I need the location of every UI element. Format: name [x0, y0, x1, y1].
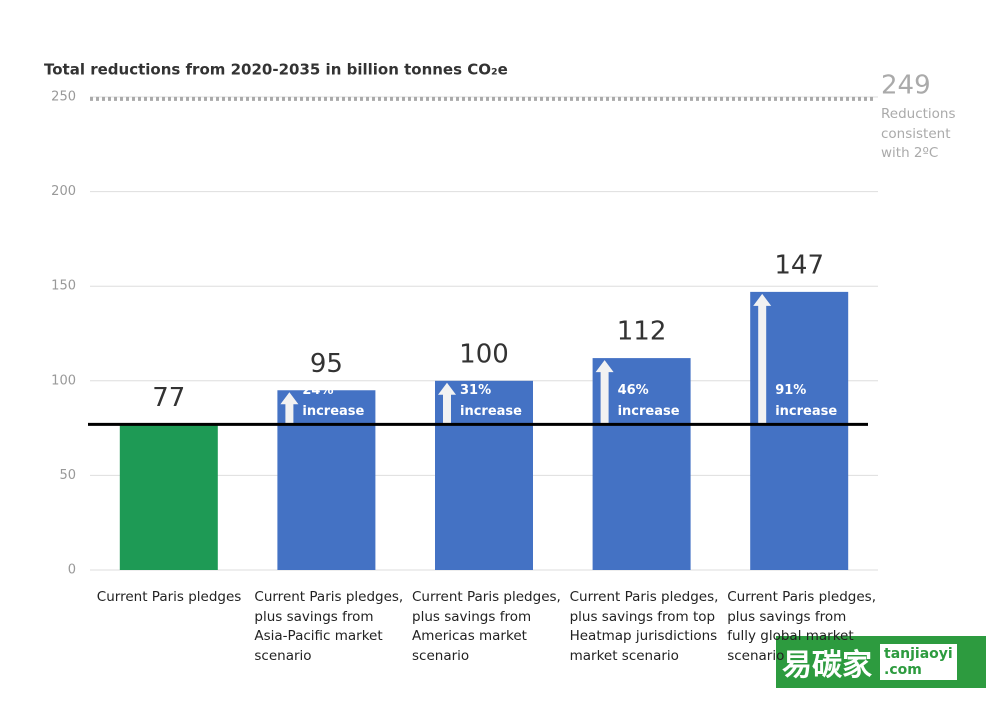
value-label: 100	[459, 339, 509, 369]
reference-value: 249	[881, 71, 931, 101]
bar	[592, 358, 691, 570]
increase-label: 31% increase	[460, 383, 522, 420]
watermark-site-name: tanjiaoyi	[884, 646, 953, 662]
chart-title: Total reductions from 2020-2035 in billi…	[44, 61, 508, 79]
value-label: 112	[617, 317, 667, 347]
y-tick-label: 150	[51, 279, 76, 294]
y-tick-label: 0	[68, 563, 76, 578]
increase-label: 24% increase	[302, 383, 365, 420]
x-tick-label: Current Paris pledges, plus savings from…	[254, 589, 404, 664]
bar	[277, 390, 376, 570]
reference-label: Reductions consistent with 2ºC	[881, 106, 956, 161]
watermark: 易碳家 tanjiaoyi .com	[776, 636, 986, 688]
increase-arrow	[595, 360, 614, 425]
x-tick-label: Current Paris pledges	[96, 589, 242, 605]
increase-arrow	[753, 293, 772, 425]
x-tick-label: Current Paris pledges, plus savings from…	[569, 589, 719, 664]
bar	[119, 424, 218, 570]
watermark-domain: .com	[884, 662, 922, 678]
watermark-brand: 易碳家	[782, 648, 872, 683]
y-tick-label: 200	[51, 184, 76, 199]
increase-label: 91% increase	[775, 383, 838, 420]
y-tick-label: 100	[51, 373, 76, 388]
value-label: 147	[774, 250, 824, 280]
increase-arrow	[438, 382, 456, 425]
value-label: 77	[152, 383, 185, 413]
value-label: 95	[310, 349, 343, 379]
x-tick-label: Current Paris pledges, plus savings from…	[412, 589, 561, 664]
bar	[435, 380, 533, 570]
watermark-site: tanjiaoyi .com	[880, 644, 957, 680]
increase-label: 46% increase	[617, 383, 680, 420]
bar	[750, 291, 849, 570]
y-tick-label: 50	[59, 468, 76, 483]
increase-arrow	[280, 392, 299, 425]
y-tick-label: 250	[51, 90, 76, 105]
x-tick-label: Current Paris pledges, plus savings from…	[727, 589, 877, 664]
